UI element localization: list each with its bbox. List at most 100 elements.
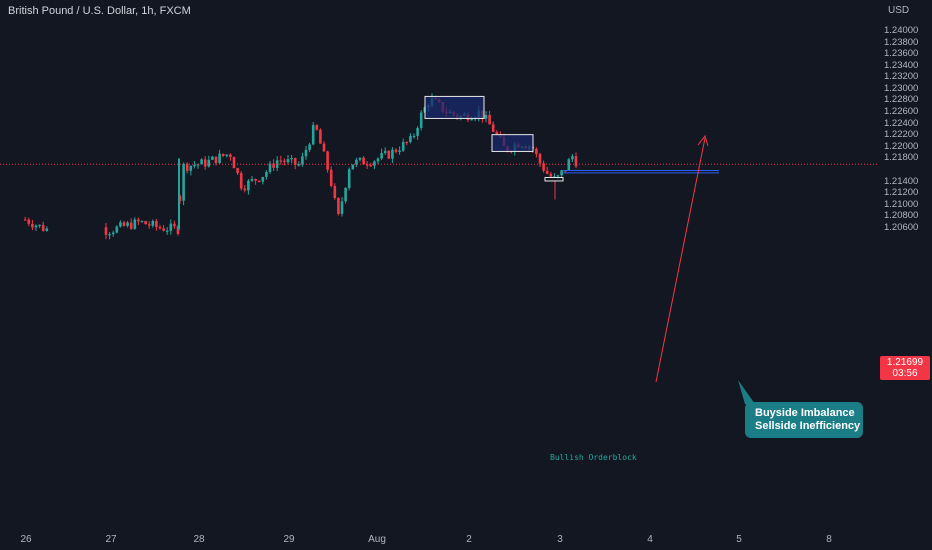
- candle-body: [207, 159, 211, 167]
- candle-body: [355, 159, 358, 165]
- price-tick-label: 1.22800: [884, 94, 919, 106]
- price-tick-label: 1.21800: [884, 152, 919, 164]
- symbol-title[interactable]: British Pound / U.S. Dollar, 1h, FXCM: [8, 5, 191, 17]
- candle-body: [155, 221, 158, 227]
- price-tick-label: 1.22600: [884, 106, 919, 118]
- candle-body: [193, 165, 196, 167]
- candle-body: [151, 221, 155, 226]
- candle-body: [304, 149, 308, 157]
- candle-body: [189, 165, 193, 171]
- candle-body: [140, 221, 144, 223]
- price-tick-label: 1.22200: [884, 129, 919, 141]
- candle-body: [470, 119, 473, 121]
- candle-body: [254, 178, 257, 181]
- candle-body: [538, 153, 542, 164]
- candle-body: [232, 157, 236, 169]
- candle-body: [225, 154, 229, 156]
- candle-body: [38, 224, 41, 226]
- imbalance-callout[interactable]: Buyside Imbalance Sellside Inefficiency: [745, 402, 863, 438]
- candle-body: [369, 165, 373, 167]
- time-tick-label: 4: [647, 534, 653, 545]
- current-price-value: 1.21699: [886, 357, 924, 368]
- candle-body: [133, 219, 137, 229]
- candle-body: [23, 219, 27, 221]
- candle-body: [308, 144, 311, 150]
- candle-body: [122, 222, 126, 226]
- candle-body: [137, 219, 140, 222]
- candle-body: [419, 112, 423, 128]
- candle-body: [27, 219, 31, 224]
- candle-body: [144, 221, 147, 225]
- candle-body: [34, 225, 38, 228]
- candle-body: [394, 149, 398, 152]
- projection-arrow-head: [697, 134, 709, 147]
- candle-body: [553, 176, 556, 178]
- candle-body: [495, 131, 499, 135]
- candle-body: [243, 188, 247, 191]
- candle-body: [203, 159, 207, 167]
- candle-body: [488, 115, 491, 125]
- candle-body: [111, 232, 115, 235]
- candle-body: [409, 135, 412, 142]
- candle-body: [290, 158, 293, 160]
- candle-body: [358, 157, 362, 160]
- price-tick-label: 1.23000: [884, 82, 919, 94]
- candle-body: [383, 150, 387, 153]
- price-scale[interactable]: [878, 0, 932, 550]
- candle-body: [301, 156, 304, 165]
- candle-body: [286, 159, 290, 163]
- price-tick-label: 1.22000: [884, 140, 919, 152]
- candle-body: [169, 223, 173, 231]
- candle-body: [398, 150, 401, 152]
- candle-body: [265, 171, 268, 177]
- candle-body: [362, 157, 365, 165]
- candle-body: [165, 230, 169, 232]
- price-tick-label: 1.20800: [884, 210, 919, 222]
- candle-body: [556, 175, 560, 177]
- time-tick-label: 2: [466, 534, 472, 545]
- time-axis[interactable]: [0, 528, 878, 550]
- candle-body: [257, 180, 261, 182]
- candle-body: [108, 234, 111, 236]
- candle-body: [211, 156, 214, 160]
- candle-body: [221, 153, 225, 156]
- price-tick-label: 1.23400: [884, 59, 919, 71]
- candle-body: [115, 226, 119, 233]
- candle-body: [322, 143, 326, 152]
- candle-body: [387, 150, 391, 159]
- candle-body: [229, 154, 232, 158]
- candle-body: [373, 161, 376, 166]
- time-tick-label: 29: [283, 534, 295, 545]
- candle-body: [173, 223, 176, 227]
- candle-body: [315, 125, 319, 130]
- zone-box: [491, 134, 534, 152]
- candle-body: [41, 224, 45, 231]
- candle-body: [351, 164, 355, 170]
- candle-body: [126, 222, 129, 226]
- price-tick-label: 1.23600: [884, 48, 919, 60]
- candle-body: [542, 163, 545, 171]
- candle-body: [412, 135, 416, 138]
- zone-box: [544, 176, 564, 182]
- candle-body: [329, 169, 333, 187]
- candle-body: [176, 226, 180, 234]
- price-chart[interactable]: [0, 0, 878, 550]
- candle-body: [214, 156, 218, 164]
- candle-body: [571, 156, 574, 160]
- candle-body: [275, 160, 279, 168]
- candle-body: [162, 228, 165, 231]
- time-tick-label: 5: [736, 534, 742, 545]
- price-tick-label: 1.24000: [884, 25, 919, 36]
- candle-body: [567, 159, 571, 171]
- candle-body: [239, 173, 243, 189]
- candle-body: [218, 153, 221, 164]
- price-tick-label: 1.21000: [884, 198, 919, 210]
- orderblock-label: Bullish Orderblock: [550, 453, 637, 462]
- candle-body: [119, 222, 122, 227]
- candle-body: [185, 163, 189, 171]
- candle-body: [535, 148, 538, 154]
- current-price-badge: 1.21699 03:56: [880, 356, 930, 380]
- chart-plot-area[interactable]: [0, 0, 878, 550]
- callout-pointer: [738, 380, 755, 404]
- candle-body: [182, 163, 185, 201]
